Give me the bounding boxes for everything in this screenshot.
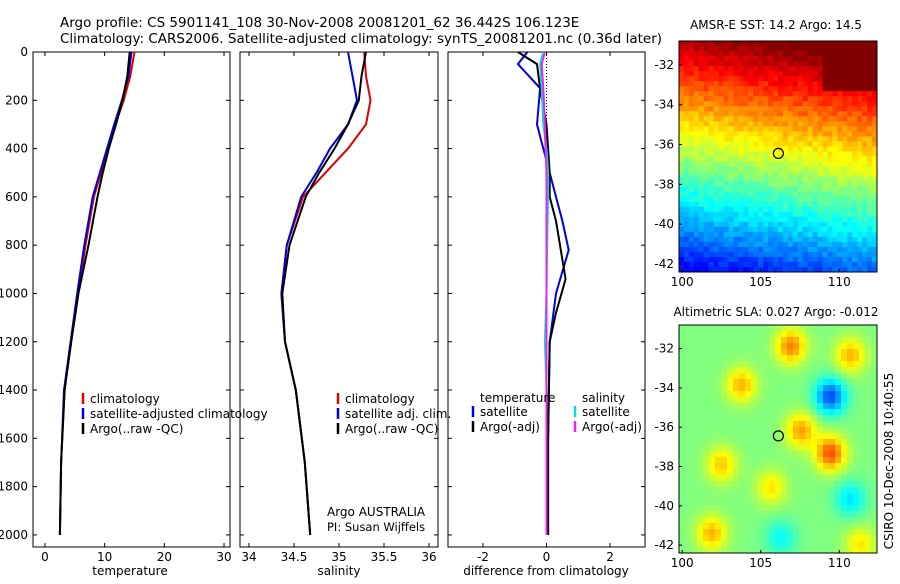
map-y-tick-label: -34 [654,381,674,395]
map-x-tick-label: 105 [749,275,772,289]
side-timestamp-label: CSIRO 10-Dec-2008 10:40:55 [882,373,896,550]
legend-title-salinity: salinity [582,391,625,405]
map-y-tick-label: -36 [654,420,674,434]
legend-label-climatology: climatology [345,392,415,406]
map-y-tick-label: -38 [654,460,674,474]
difference-profiles [516,52,570,535]
difference-axes: -2 0 2 [448,51,645,564]
figure-title-line2: Climatology: CARS2006. Satellite-adjuste… [60,31,662,47]
y-tick-label: 200 [5,93,28,107]
map-y-tick-label: -40 [654,217,674,231]
x-tick-label: 0 [543,550,551,564]
y-tick-label: 800 [5,238,28,252]
sla-map [679,325,878,554]
x-tick-label: 36 [421,550,436,564]
series-line [517,52,567,535]
legend-label-temp-argo: Argo(-adj) [480,420,540,434]
legend-label-climatology: climatology [90,392,160,406]
x-axis-label-difference: difference from climatology [463,564,629,578]
salinity-panel [239,51,439,548]
sst-map [679,41,878,273]
agency-line2: PI: Susan Wijffels [327,520,425,534]
sst-map-axes: 100 105 110 -32 -34 -36 -38 -40 -42 [654,58,850,289]
y-tick-label: 2000 [0,528,28,542]
y-tick-label: 1600 [0,431,28,445]
legend-label-argo: Argo(..raw -QC) [345,422,438,436]
y-tick-label: 600 [5,190,28,204]
map-x-tick-label: 105 [749,556,772,570]
y-tick-label: 0 [20,45,28,59]
map-y-tick-label: -34 [654,98,674,112]
legend-label-satellite: satellite-adjusted climatology [90,407,268,421]
map-y-tick-label: -42 [654,538,674,552]
map-x-tick-label: 110 [828,275,851,289]
map-y-tick-label: -32 [654,342,674,356]
series-line [281,52,367,535]
temperature-profiles [58,52,136,535]
sla-map-axes: 100 105 110 -32 -34 -36 -38 -40 -42 [654,342,850,570]
legend-label-sal-argo: Argo(-adj) [582,420,642,434]
series-line [540,52,548,535]
temperature-legend: climatology satellite-adjusted climatolo… [81,392,268,436]
x-axis-label-temperature: temperature [92,564,167,578]
x-tick-label: 0 [41,550,49,564]
difference-legend: temperature satellite Argo(-adj) salinit… [471,391,642,434]
map-x-tick-label: 100 [671,556,694,570]
x-tick-label: 20 [157,550,172,564]
salinity-legend: climatology satellite adj. clim. Argo(..… [336,392,451,436]
legend-label-sal-satellite: satellite [582,405,630,419]
argo-location-marker [772,147,784,159]
temperature-panel [32,51,231,548]
figure-title-line1: Argo profile: CS 5901141_108 30-Nov-2008… [60,15,579,31]
x-tick-label: -2 [477,550,489,564]
agency-line1: Argo AUSTRALIA [327,505,426,519]
legend-label-satellite: satellite adj. clim. [345,407,451,421]
y-tick-label: 1400 [0,383,28,397]
series-line [58,52,131,535]
y-tick-label: 400 [5,142,28,156]
map-x-tick-label: 100 [671,275,694,289]
x-tick-label: 35 [331,550,346,564]
map-y-tick-label: -42 [654,257,674,271]
legend-label-argo: Argo(..raw -QC) [90,422,183,436]
y-tick-label: 1800 [0,480,28,494]
salinity-profiles [280,52,372,535]
map-y-tick-label: -38 [654,177,674,191]
sla-map-frame [678,324,878,554]
map-x-tick-label: 110 [828,556,851,570]
x-tick-label: 10 [97,550,112,564]
temperature-axes: 0 10 20 30 0 200 400 600 800 1000 1200 1400 1600 1800… [0,45,232,564]
legend-label-temp-satellite: satellite [480,405,528,419]
x-tick-label: 35.5 [371,550,398,564]
x-tick-label: 34 [241,550,256,564]
x-axis-label-salinity: salinity [317,564,360,578]
x-tick-label: 30 [216,550,231,564]
legend-title-temperature: temperature [480,391,555,405]
x-tick-label: 34.5 [281,550,308,564]
sst-map-frame [678,40,878,273]
y-tick-label: 1200 [0,335,28,349]
sst-map-title: AMSR-E SST: 14.2 Argo: 14.5 [690,18,862,32]
argo-location-marker [772,430,784,442]
sla-map-title: Altimetric SLA: 0.027 Argo: -0.012 [673,305,878,319]
x-tick-label: 2 [606,550,614,564]
map-y-tick-label: -40 [654,499,674,513]
y-tick-label: 1000 [0,286,28,300]
salinity-axes: 34 34.5 35 35.5 36 [240,51,438,564]
map-y-tick-label: -36 [654,138,674,152]
map-y-tick-label: -32 [654,58,674,72]
